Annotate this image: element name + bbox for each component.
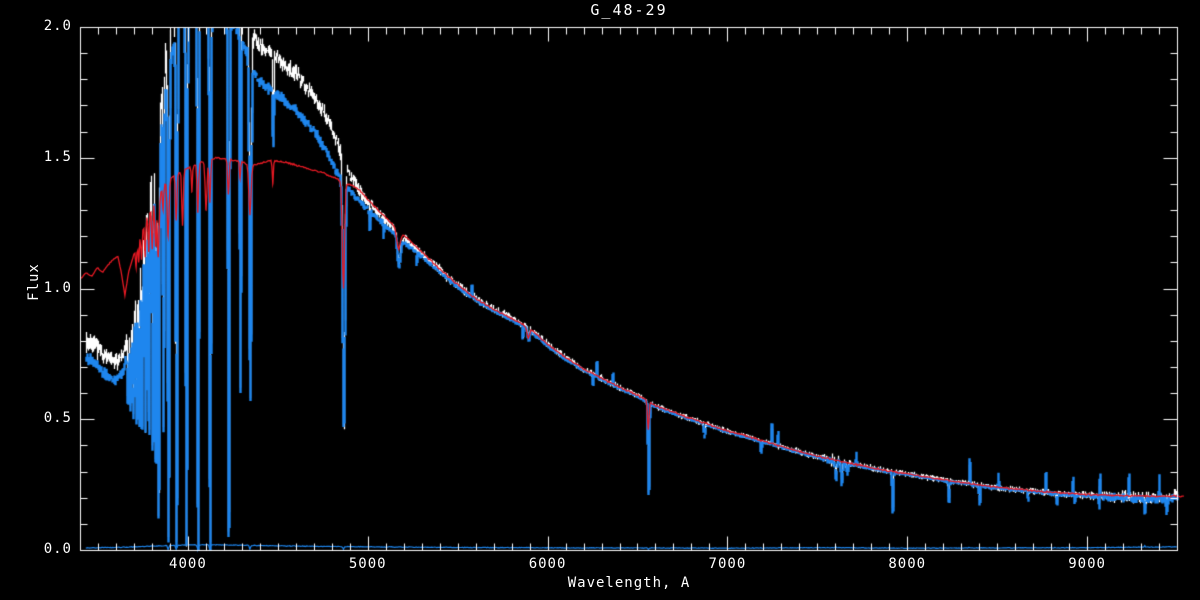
x-tick-label: 7000 (708, 556, 747, 572)
y-tick-label: 1.5 (43, 148, 72, 165)
x-axis-title: Wavelength, A (567, 575, 691, 591)
x-tick-label: 4000 (169, 556, 207, 572)
x-tick-label: 6000 (528, 556, 567, 572)
x-tick-label: 8000 (888, 556, 927, 572)
chart-title: G_48-29 (590, 1, 668, 19)
y-tick-label: 2.0 (43, 18, 72, 34)
y-tick-label: 0.5 (43, 410, 72, 427)
x-tick-label: 9000 (1068, 556, 1106, 572)
x-tick-label: 5000 (348, 556, 387, 572)
y-tick-label: 1.0 (43, 279, 72, 296)
y-tick-label: 0.0 (43, 541, 72, 557)
